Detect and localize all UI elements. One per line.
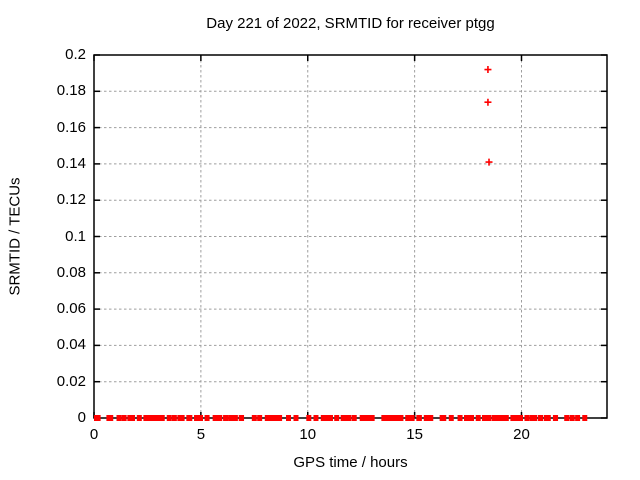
- data-zero-band-segment: [186, 415, 193, 421]
- data-zero-band-segment: [251, 415, 257, 421]
- data-zero-band-segment: [293, 415, 299, 421]
- data-zero-band-segment: [223, 415, 229, 421]
- data-zero-band-segment: [212, 415, 223, 421]
- y-tick-label: 0.2: [65, 46, 86, 63]
- data-zero-band-segment: [232, 415, 238, 421]
- data-zero-band-segment: [306, 415, 312, 421]
- data-zero-band-segment: [177, 415, 185, 421]
- data-zero-band-segment: [423, 415, 429, 421]
- data-zero-band-segment: [286, 415, 292, 421]
- data-zero-band-segment: [448, 415, 454, 421]
- data-zero-band-segment: [569, 415, 575, 421]
- y-tick-label: 0.02: [56, 372, 86, 390]
- data-zero-band-segment: [405, 415, 415, 421]
- data-zero-band-segment: [503, 415, 509, 421]
- data-zero-band-segment: [359, 415, 375, 421]
- y-tick-label: 0.08: [56, 263, 86, 281]
- data-zero-band-segment: [582, 415, 588, 421]
- data-zero-band-segment: [94, 415, 101, 421]
- x-tick-label: 10: [299, 426, 317, 443]
- y-tick-label: 0.18: [56, 82, 86, 100]
- data-zero-band-segment: [194, 415, 204, 421]
- data-zero-band-segment: [398, 415, 404, 421]
- chart-title: Day 221 of 2022, SRMTID for receiver ptg…: [206, 15, 495, 32]
- data-zero-band-segment: [171, 415, 177, 421]
- data-zero-band-segment: [529, 415, 538, 421]
- y-tick-label: 0.04: [56, 336, 86, 354]
- data-zero-band-segment: [320, 415, 333, 421]
- data-zero-band-segment: [121, 415, 127, 421]
- data-zero-band-segment: [381, 415, 387, 421]
- data-point-plus: [485, 158, 493, 166]
- data-zero-band-segment: [394, 415, 400, 421]
- data-zero-band-segment: [106, 415, 114, 421]
- data-zero-band-segment: [510, 415, 523, 421]
- data-zero-band-segment: [390, 415, 396, 421]
- y-tick-label: 0.06: [56, 300, 86, 318]
- data-zero-band-segment: [385, 415, 391, 421]
- data-zero-band-segment: [457, 415, 463, 421]
- data-zero-band-segment: [491, 415, 497, 421]
- data-zero-band-segment: [543, 415, 551, 421]
- data-zero-band-segment: [340, 415, 352, 421]
- data-zero-band-segment: [464, 415, 475, 421]
- data-zero-band-segment: [334, 415, 340, 421]
- data-zero-band-segment: [428, 415, 434, 421]
- data-zero-band-segment: [496, 415, 502, 421]
- data-zero-band-segment: [524, 415, 530, 421]
- data-zero-band-segment: [264, 415, 283, 421]
- data-zero-band-segment: [500, 415, 506, 421]
- x-tick-label: 0: [89, 426, 99, 443]
- y-tick-label: 0.12: [56, 191, 86, 209]
- data-zero-band-segment: [228, 415, 234, 421]
- y-tick-label: 0.1: [65, 227, 86, 245]
- data-zero-band-segment: [166, 415, 172, 421]
- data-zero-band-segment: [351, 415, 357, 421]
- x-tick-label: 5: [196, 426, 206, 443]
- data-zero-band-segment: [257, 415, 263, 421]
- data-zero-band-segment: [552, 415, 559, 421]
- y-tick-label: 0.16: [56, 118, 86, 136]
- data-zero-band-segment: [116, 415, 122, 421]
- data-zero-band-segment: [416, 415, 422, 421]
- data-zero-band-segment: [238, 415, 245, 421]
- y-tick-label: 0.14: [56, 154, 86, 172]
- data-zero-band-segment: [313, 415, 319, 421]
- data-point-plus: [484, 66, 492, 74]
- data-zero-band-segment: [575, 415, 581, 421]
- x-tick-label: 15: [406, 426, 423, 443]
- data-zero-band-segment: [143, 415, 165, 421]
- y-tick-label: 0: [77, 409, 86, 426]
- data-zero-band-segment: [475, 415, 481, 421]
- data-zero-band-segment: [538, 415, 544, 421]
- x-tick-label: 20: [513, 426, 530, 443]
- data-zero-band-segment: [127, 415, 136, 421]
- data-zero-band-segment: [136, 415, 142, 421]
- data-point-plus: [484, 98, 492, 106]
- data-zero-band-segment: [204, 415, 210, 421]
- data-zero-band-segment: [481, 415, 492, 421]
- data-zero-band-segment: [439, 415, 447, 421]
- data-zero-band-segment: [564, 415, 570, 421]
- x-axis-title: GPS time / hours: [293, 454, 408, 471]
